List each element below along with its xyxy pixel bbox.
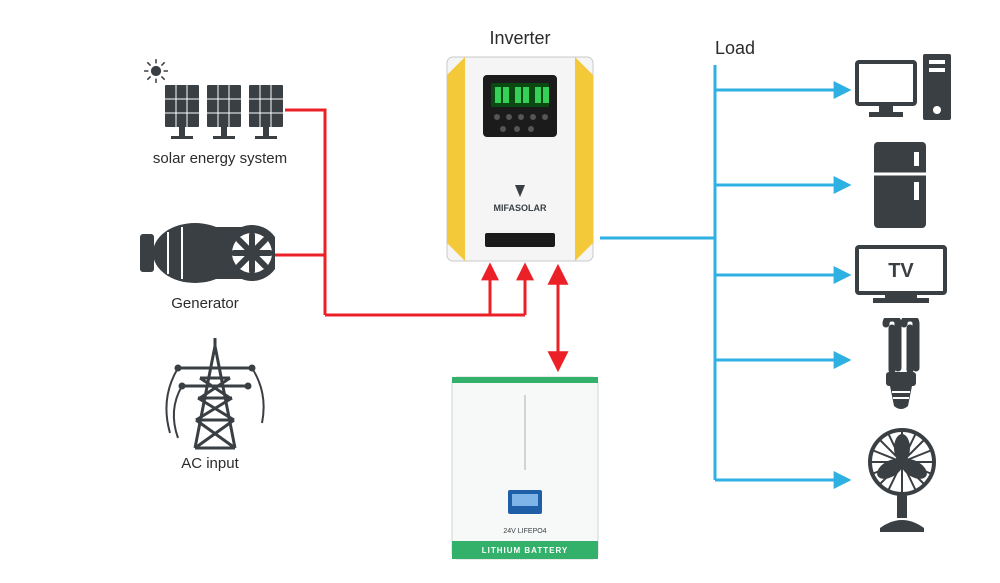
inverter-device: MIFASOLAR bbox=[445, 55, 595, 268]
battery-device: 24V LIFEPO4 LITHIUM BATTERY bbox=[450, 375, 600, 568]
battery-top-label: 24V LIFEPO4 bbox=[503, 528, 546, 535]
tv-icon: TV bbox=[855, 243, 947, 310]
fridge-icon bbox=[870, 140, 930, 237]
inverter-title: Inverter bbox=[460, 28, 580, 49]
computer-icon bbox=[855, 52, 955, 132]
lightbulb-icon bbox=[872, 318, 930, 417]
tv-label: TV bbox=[888, 260, 914, 282]
solar-panels-icon bbox=[165, 80, 285, 150]
battery-name-label: LITHIUM BATTERY bbox=[482, 546, 569, 555]
power-tower-icon bbox=[160, 338, 270, 458]
generator-icon bbox=[140, 212, 275, 299]
fan-icon bbox=[860, 428, 944, 537]
solar-caption: solar energy system bbox=[120, 150, 320, 167]
load-title: Load bbox=[700, 38, 770, 59]
inverter-brand: MIFASOLAR bbox=[494, 203, 547, 213]
